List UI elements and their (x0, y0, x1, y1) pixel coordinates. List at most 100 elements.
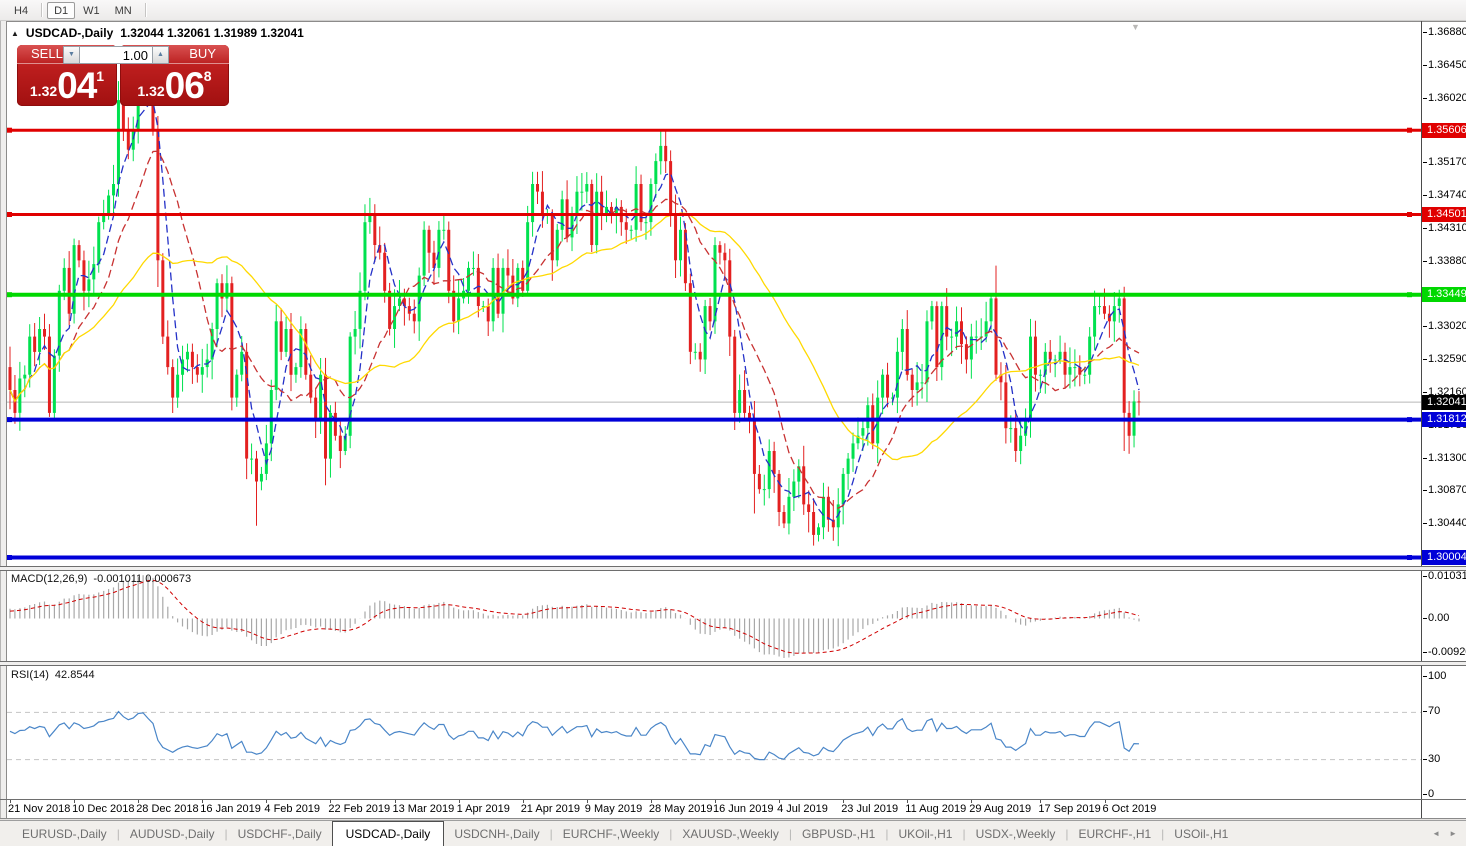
tab-prev-icon[interactable]: ◄ (1432, 829, 1441, 838)
volume-input[interactable]: 1.00 (80, 46, 152, 64)
candle (718, 241, 722, 265)
candle (654, 153, 658, 198)
candle (166, 320, 170, 375)
moving-average-5 (9, 100, 1140, 523)
scroll-end-icon[interactable]: ▼ (1131, 22, 1140, 32)
macd-panel-splitter[interactable] (0, 566, 1466, 571)
tab-audusd-daily[interactable]: AUDUSD-,Daily (129, 826, 215, 841)
candle (723, 243, 727, 279)
date-label: 21 Nov 2018 (8, 803, 71, 815)
window-left-edge (0, 21, 7, 820)
date-tick (394, 800, 396, 803)
rsi-line (9, 710, 1140, 761)
candle (279, 308, 283, 361)
candle (1078, 355, 1082, 387)
date-tick (202, 800, 204, 803)
date-axis[interactable]: 21 Nov 2018 10 Dec 2018 28 Dec 2018 16 Jan … (0, 800, 1421, 818)
candle (309, 355, 313, 404)
candle (77, 240, 81, 268)
timeframe-button-h4[interactable]: H4 (14, 4, 29, 17)
candle (57, 284, 61, 372)
candle (462, 278, 466, 304)
date-label: 28 May 2019 (648, 803, 713, 815)
tab-usoil-h1[interactable]: USOil-,H1 (1174, 826, 1229, 841)
date-label: 11 Aug 2019 (905, 803, 967, 815)
tab-usdcnh-daily[interactable]: USDCNH-,Daily (454, 826, 540, 841)
price-tick-label: 1.31300 (1423, 451, 1466, 464)
date-tick (266, 800, 268, 803)
candle (772, 441, 776, 493)
candle (802, 445, 806, 515)
horizontal-level-line[interactable] (7, 555, 1421, 560)
price-axis[interactable]: 1.36880 1.36450 1.36020 1.35170 1.34740 1.343… (1422, 22, 1466, 819)
tab-usdchf-daily[interactable]: USDCHF-,Daily (237, 826, 322, 841)
date-tick (971, 800, 973, 803)
timeframe-button-d1[interactable]: D1 (47, 1, 76, 19)
one-click-trading-panel: SELL 1.32 04 1 BUY 1.32 06 8 ▼ 1.00 ▲ (17, 45, 229, 106)
candle (915, 362, 919, 406)
candle (634, 166, 638, 242)
candle (1088, 327, 1092, 384)
candle (348, 332, 352, 449)
candle (190, 343, 194, 384)
tab-eurchf-h1[interactable]: EURCHF-,H1 (1078, 826, 1152, 841)
candle (999, 362, 1003, 401)
tab-xauusd-weekly[interactable]: XAUUSD-,Weekly (682, 826, 779, 841)
candle (195, 354, 199, 383)
candle (388, 282, 392, 336)
chart-title: ▲ USDCAD-,Daily 1.32044 1.32061 1.31989 … (11, 26, 304, 40)
candle (545, 209, 549, 224)
moving-average-34 (9, 212, 1140, 461)
tab-usdx-weekly[interactable]: USDX-,Weekly (975, 826, 1056, 841)
candle (890, 392, 894, 406)
candle (230, 276, 234, 411)
price-level-badge: 1.33449 (1422, 287, 1466, 303)
date-label: 1 Apr 2019 (456, 803, 510, 815)
candle (629, 225, 633, 239)
horizontal-level-line[interactable] (7, 127, 1421, 133)
horizontal-level-line[interactable] (7, 212, 1421, 217)
candle (969, 323, 973, 379)
tab-usdcad-daily[interactable]: USDCAD-,Daily (331, 821, 445, 846)
candle (925, 310, 929, 402)
current-price-badge: 1.32041 (1422, 394, 1466, 410)
price-level-badge: 1.31812 (1422, 412, 1466, 428)
chart-symbol-label: USDCAD-,Daily (25, 26, 114, 40)
candle (1137, 391, 1141, 416)
candle (792, 469, 796, 511)
candle (974, 320, 978, 354)
candle (112, 164, 116, 215)
candle (585, 172, 589, 204)
price-tick-label: 1.34740 (1423, 189, 1466, 202)
price-tick-label: 1.30870 (1423, 484, 1466, 497)
candle (876, 380, 880, 464)
tab-ukoil-h1[interactable]: UKOil-,H1 (898, 826, 953, 841)
candle (708, 298, 712, 331)
rsi-panel-splitter[interactable] (0, 661, 1466, 666)
candle (417, 267, 421, 341)
timeframe-toolbar: H4 D1 W1 MN (0, 0, 1466, 21)
rsi-tick-label: 70 (1422, 705, 1441, 718)
candle (23, 365, 27, 398)
volume-up-button[interactable]: ▲ (152, 46, 169, 64)
tab-gbpusd-h1[interactable]: GBPUSD-,H1 (801, 826, 876, 841)
date-tick (715, 800, 716, 803)
candle (1019, 419, 1023, 465)
timeframe-button-mn[interactable]: MN (114, 4, 132, 17)
candle (905, 310, 909, 381)
candle (1038, 369, 1042, 393)
timeframe-button-w1[interactable]: W1 (83, 4, 100, 17)
tab-separator: | (962, 826, 966, 841)
main-plot-layer (7, 50, 1421, 560)
tab-next-icon[interactable]: ► (1449, 829, 1457, 838)
candle (674, 194, 678, 278)
candle (920, 364, 924, 399)
horizontal-level-line[interactable] (7, 417, 1421, 423)
spinner-up-icon: ▲ (157, 51, 164, 58)
tab-eurchf-weekly[interactable]: EURCHF-,Weekly (562, 826, 660, 841)
chart-canvas[interactable] (0, 21, 1421, 820)
collapse-icon[interactable]: ▲ (11, 28, 19, 38)
tab-eurusd-daily[interactable]: EURUSD-,Daily (22, 826, 107, 841)
volume-down-button[interactable]: ▼ (63, 46, 80, 64)
horizontal-level-line[interactable] (7, 292, 1421, 298)
